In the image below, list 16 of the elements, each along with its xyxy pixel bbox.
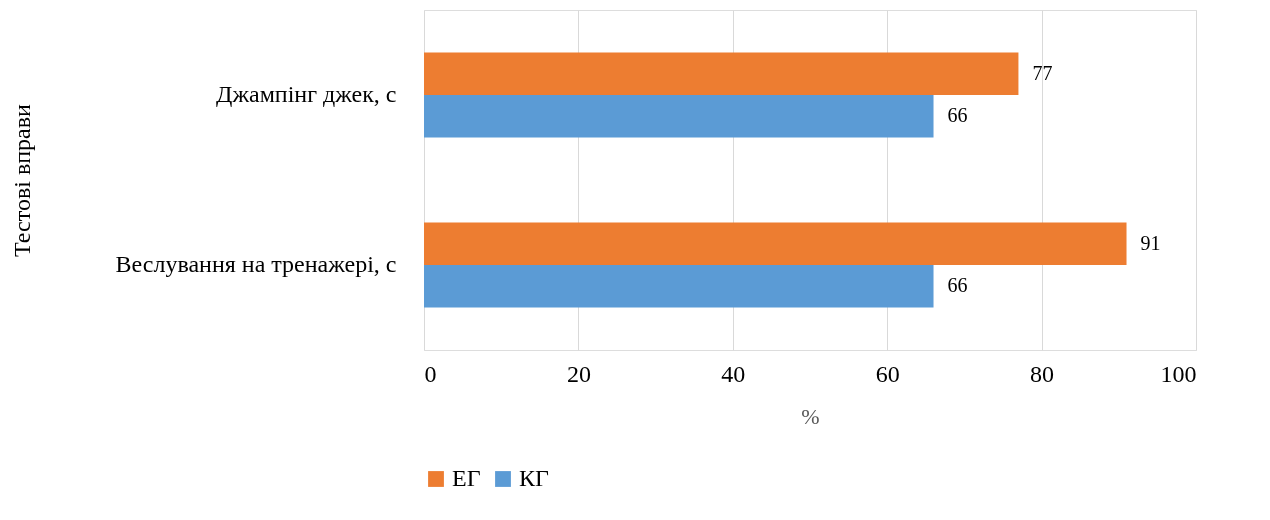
data-label: 91: [1140, 231, 1161, 254]
x-tick-label: 100: [1160, 360, 1197, 387]
x-axis-title: %: [801, 403, 820, 429]
data-label: 66: [947, 274, 968, 297]
legend-label: КГ: [519, 465, 550, 491]
data-label: 77: [1032, 61, 1053, 84]
data-label: 66: [947, 104, 968, 127]
y-axis-title: Тестові вправи: [8, 103, 35, 257]
x-tick-label: 40: [721, 360, 746, 387]
x-tick-label: 80: [1030, 360, 1055, 387]
y-tick-label: Веслування на тренажері, с: [115, 251, 397, 277]
y-tick-label: Джампінг джек, с: [216, 81, 397, 107]
x-tick-label: 20: [566, 360, 591, 387]
x-tick-label: 60: [875, 360, 900, 387]
legend-label: ЕГ: [452, 465, 481, 491]
x-tick-label: 0: [424, 360, 437, 387]
